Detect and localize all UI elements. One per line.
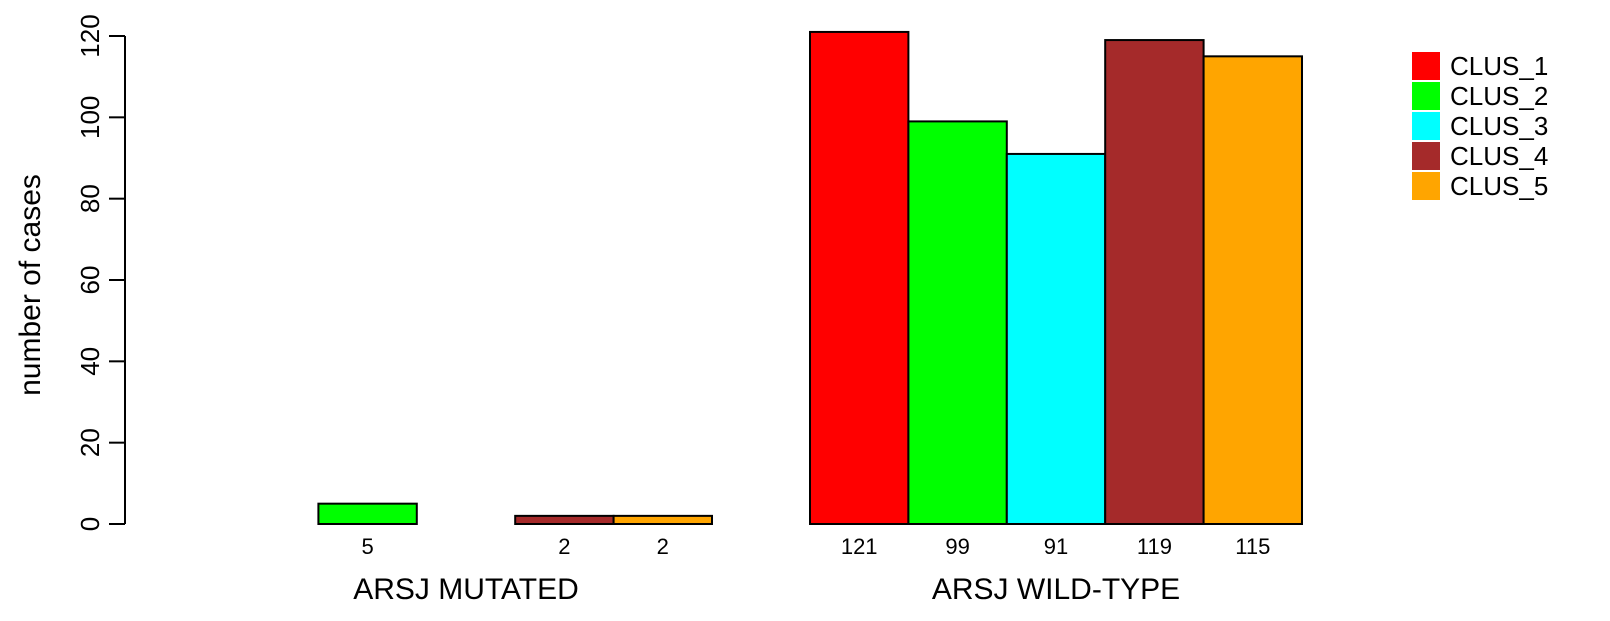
- legend-swatch: [1412, 142, 1440, 170]
- bar: [317, 502, 418, 525]
- bar: [514, 514, 615, 525]
- legend-swatch: [1412, 112, 1440, 140]
- bar: [907, 120, 1008, 526]
- y-axis: 0 20 40 60 80 100 120: [75, 14, 126, 531]
- bar-value-label: 91: [1044, 534, 1068, 559]
- legend-swatch: [1412, 172, 1440, 200]
- group-label: ARSJ WILD-TYPE: [932, 573, 1180, 606]
- y-tick-label: 100: [75, 96, 105, 139]
- bar: [612, 514, 713, 525]
- bar: [1104, 39, 1205, 525]
- bar: [1202, 55, 1303, 525]
- bar-value-label: 121: [841, 534, 878, 559]
- y-tick-label: 20: [75, 428, 105, 457]
- y-tick-label: 0: [75, 517, 105, 531]
- bar-value-label: 2: [558, 534, 570, 559]
- y-tick-label: 40: [75, 347, 105, 376]
- legend-swatch: [1412, 82, 1440, 110]
- y-tick-label: 80: [75, 184, 105, 213]
- legend-label: CLUS_3: [1450, 111, 1548, 141]
- y-axis-title: number of cases: [14, 174, 47, 396]
- bar: [1005, 152, 1107, 526]
- group-label: ARSJ MUTATED: [353, 573, 579, 606]
- bar-value-label: 2: [657, 534, 669, 559]
- legend-label: CLUS_1: [1450, 51, 1548, 81]
- legend-label: CLUS_2: [1450, 81, 1548, 111]
- bar-value-label: 115: [1235, 534, 1270, 559]
- legend-label: CLUS_5: [1450, 171, 1548, 201]
- legend-swatch: [1412, 52, 1440, 80]
- bar-value-label: 5: [361, 534, 373, 559]
- bar-value-label: 119: [1137, 534, 1172, 559]
- legend-label: CLUS_4: [1450, 141, 1548, 171]
- bar-value-label: 99: [945, 534, 969, 559]
- y-tick-label: 120: [75, 14, 105, 57]
- y-tick-label: 60: [75, 266, 105, 295]
- bars: 5 2 2 ARSJ MUTATED 121 99 91 119 115 ARSJ WILD-TY…: [317, 30, 1303, 606]
- bar: [809, 30, 910, 526]
